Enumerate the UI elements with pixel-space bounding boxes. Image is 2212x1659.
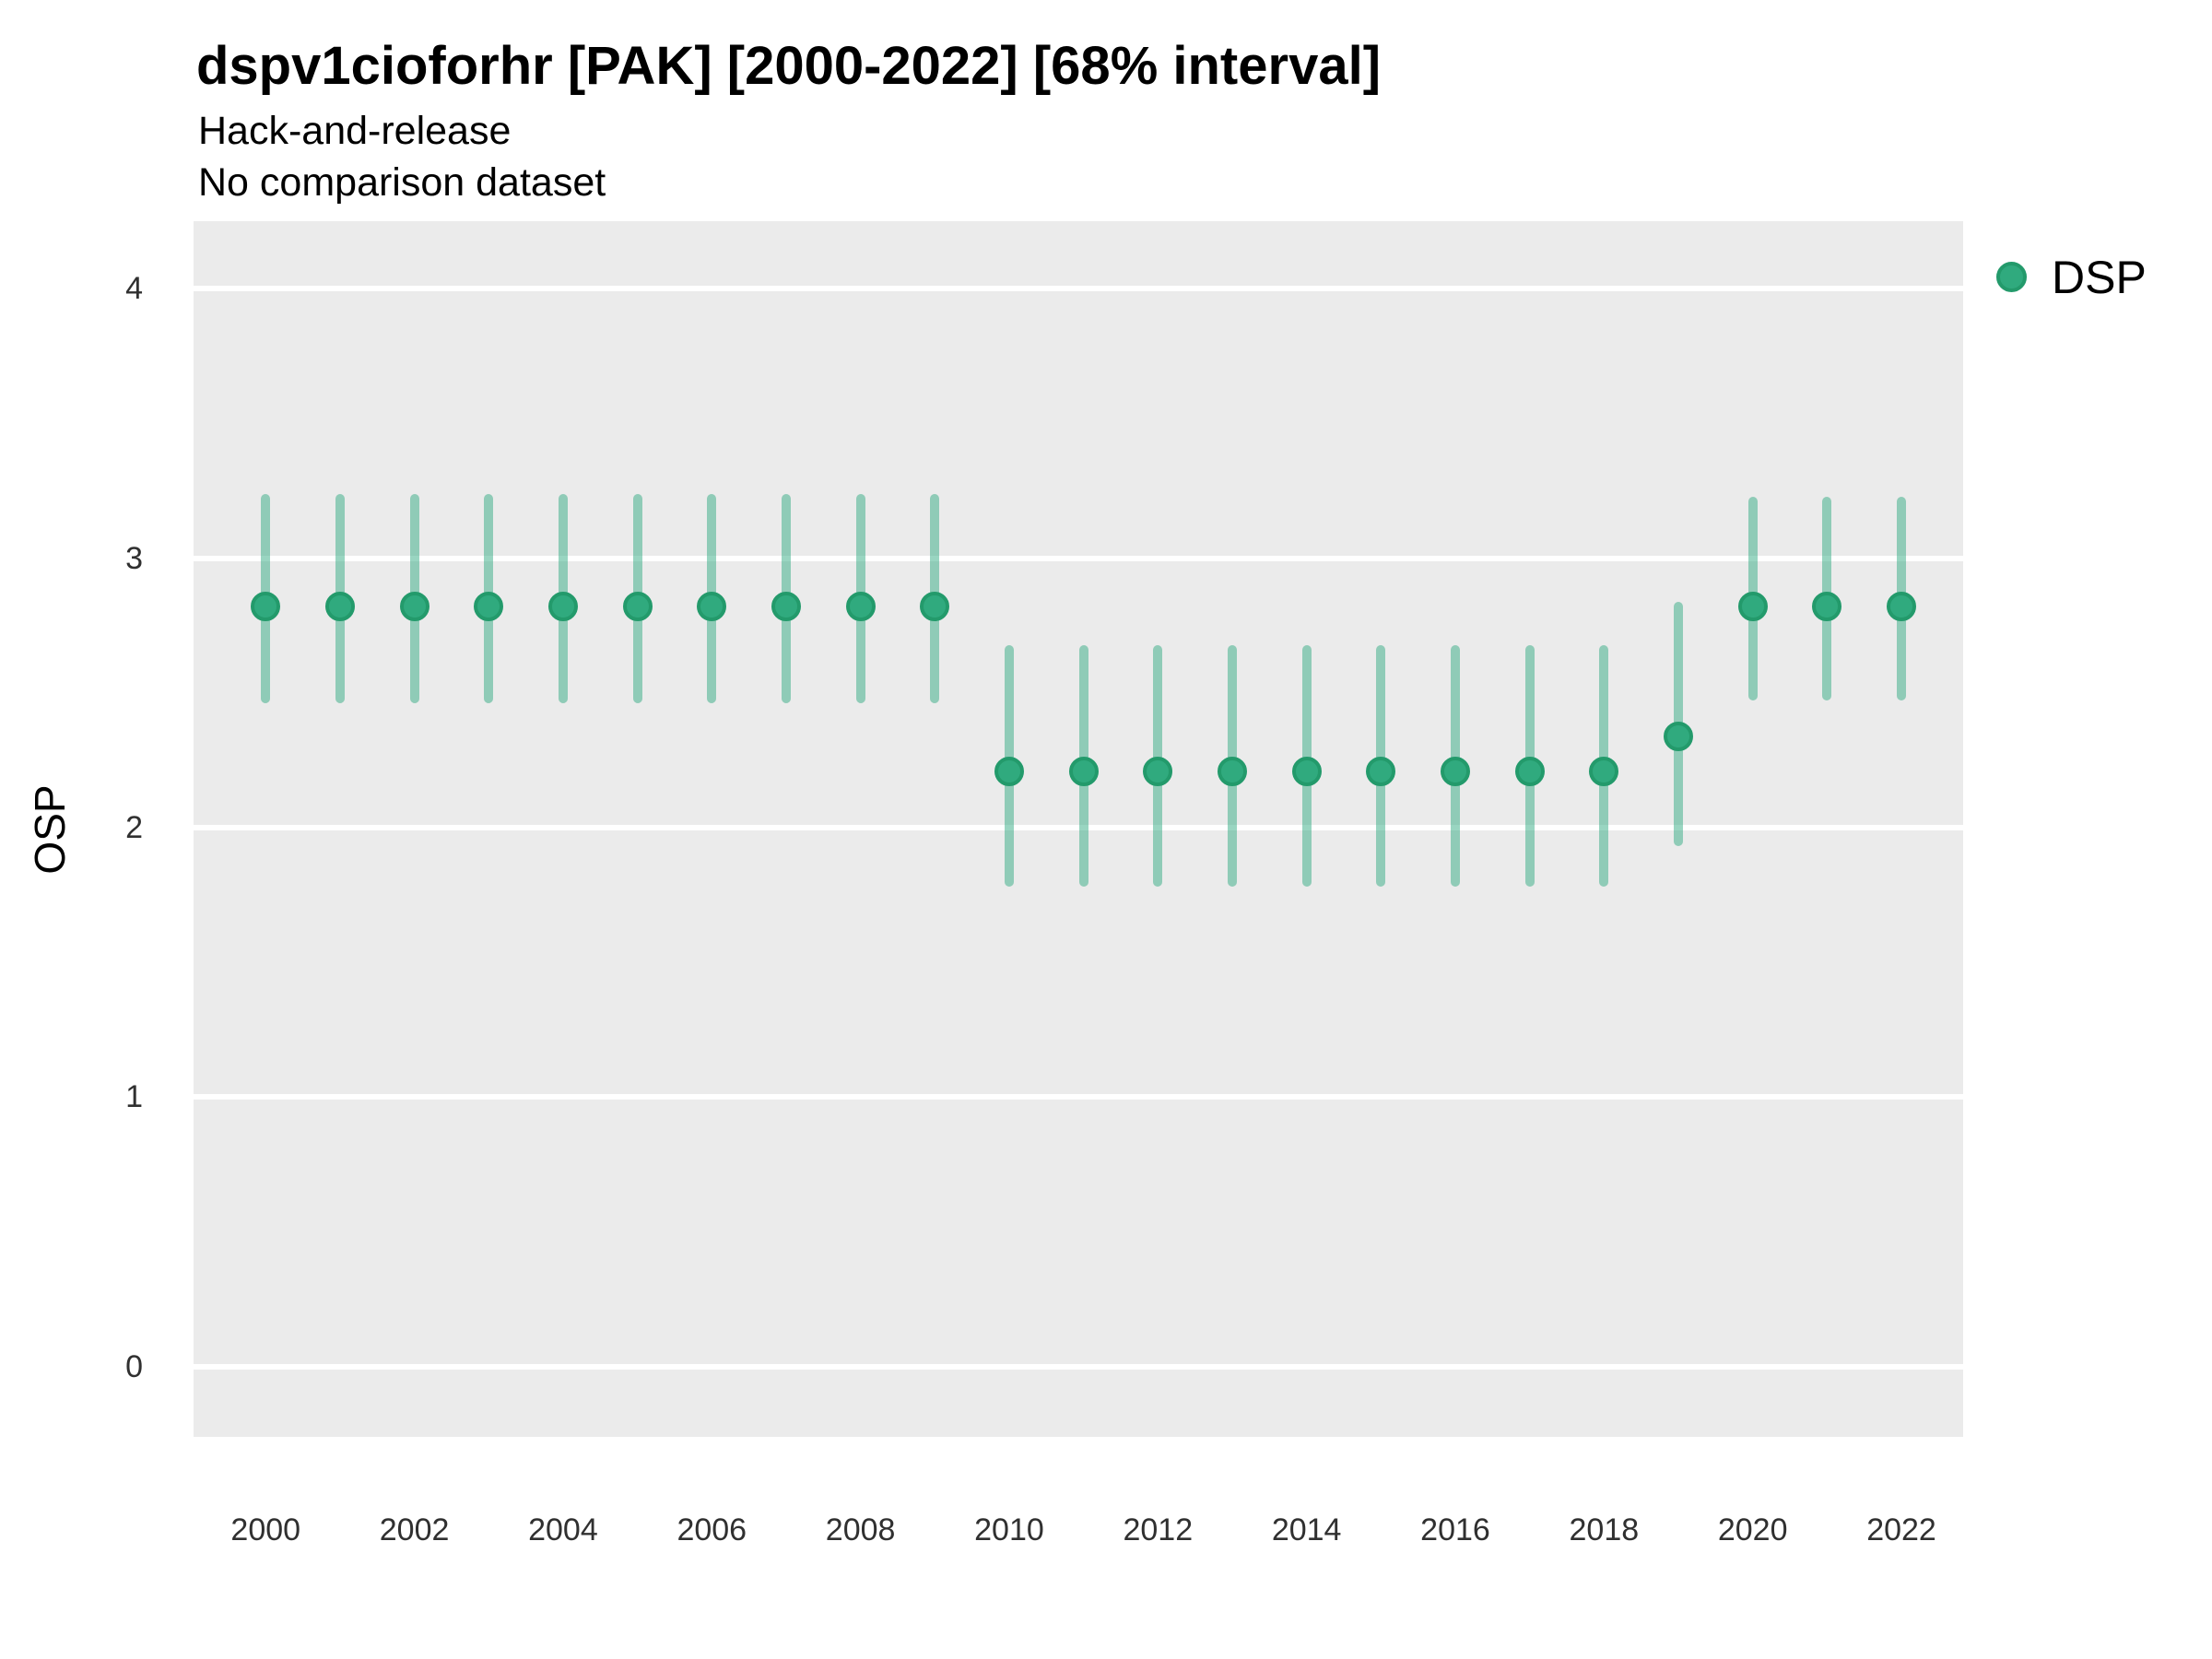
x-tick-label-2016: 2016 [1420, 1512, 1490, 1547]
x-tick-label-2002: 2002 [379, 1512, 450, 1547]
point-2009 [920, 592, 950, 622]
gridline-y-2 [194, 825, 1963, 831]
legend-label: DSP [2052, 252, 2147, 303]
point-2014 [1291, 756, 1322, 786]
point-2018 [1589, 756, 1619, 786]
plot-panel [194, 221, 1963, 1437]
x-tick-label-2006: 2006 [677, 1512, 747, 1547]
legend-point-swatch-icon [1996, 262, 2027, 292]
point-2000 [251, 592, 281, 622]
gridline-y-1 [194, 1094, 1963, 1100]
point-2003 [474, 592, 504, 622]
y-tick-label-1: 1 [125, 1079, 143, 1115]
gridline-y-0 [194, 1363, 1963, 1370]
x-tick-label-2018: 2018 [1569, 1512, 1640, 1547]
point-2004 [547, 592, 578, 622]
point-2007 [771, 592, 801, 622]
x-tick-label-2012: 2012 [1123, 1512, 1194, 1547]
y-tick-label-4: 4 [125, 271, 143, 307]
x-tick-label-2008: 2008 [825, 1512, 896, 1547]
point-2006 [697, 592, 727, 622]
point-2022 [1887, 592, 1917, 622]
chart-subtitle-1: Hack-and-release [198, 109, 512, 153]
point-2019 [1664, 721, 1694, 751]
point-2005 [622, 592, 653, 622]
point-2012 [1143, 756, 1173, 786]
point-2016 [1441, 756, 1470, 786]
point-2010 [994, 756, 1024, 786]
point-2013 [1217, 756, 1247, 786]
point-2021 [1812, 592, 1842, 622]
point-2002 [399, 592, 429, 622]
point-2017 [1514, 756, 1545, 786]
x-tick-label-2014: 2014 [1271, 1512, 1342, 1547]
x-tick-label-2010: 2010 [974, 1512, 1044, 1547]
x-tick-label-2004: 2004 [528, 1512, 598, 1547]
point-2008 [845, 592, 876, 622]
legend: DSP [1982, 241, 2212, 315]
x-tick-label-2022: 2022 [1866, 1512, 1936, 1547]
y-tick-label-3: 3 [125, 540, 143, 576]
x-tick-label-2000: 2000 [230, 1512, 301, 1547]
chart-title: dspv1cioforhr [PAK] [2000-2022] [68% int… [196, 36, 1382, 96]
point-2001 [324, 592, 355, 622]
gridline-y-3 [194, 555, 1963, 561]
gridline-y-4 [194, 286, 1963, 292]
y-tick-label-0: 0 [125, 1348, 143, 1384]
y-tick-label-2: 2 [125, 810, 143, 846]
x-tick-label-2020: 2020 [1717, 1512, 1788, 1547]
chart-subtitle-2: No comparison dataset [198, 160, 606, 205]
point-2015 [1366, 756, 1396, 786]
point-2011 [1068, 756, 1099, 786]
point-2020 [1737, 592, 1768, 622]
